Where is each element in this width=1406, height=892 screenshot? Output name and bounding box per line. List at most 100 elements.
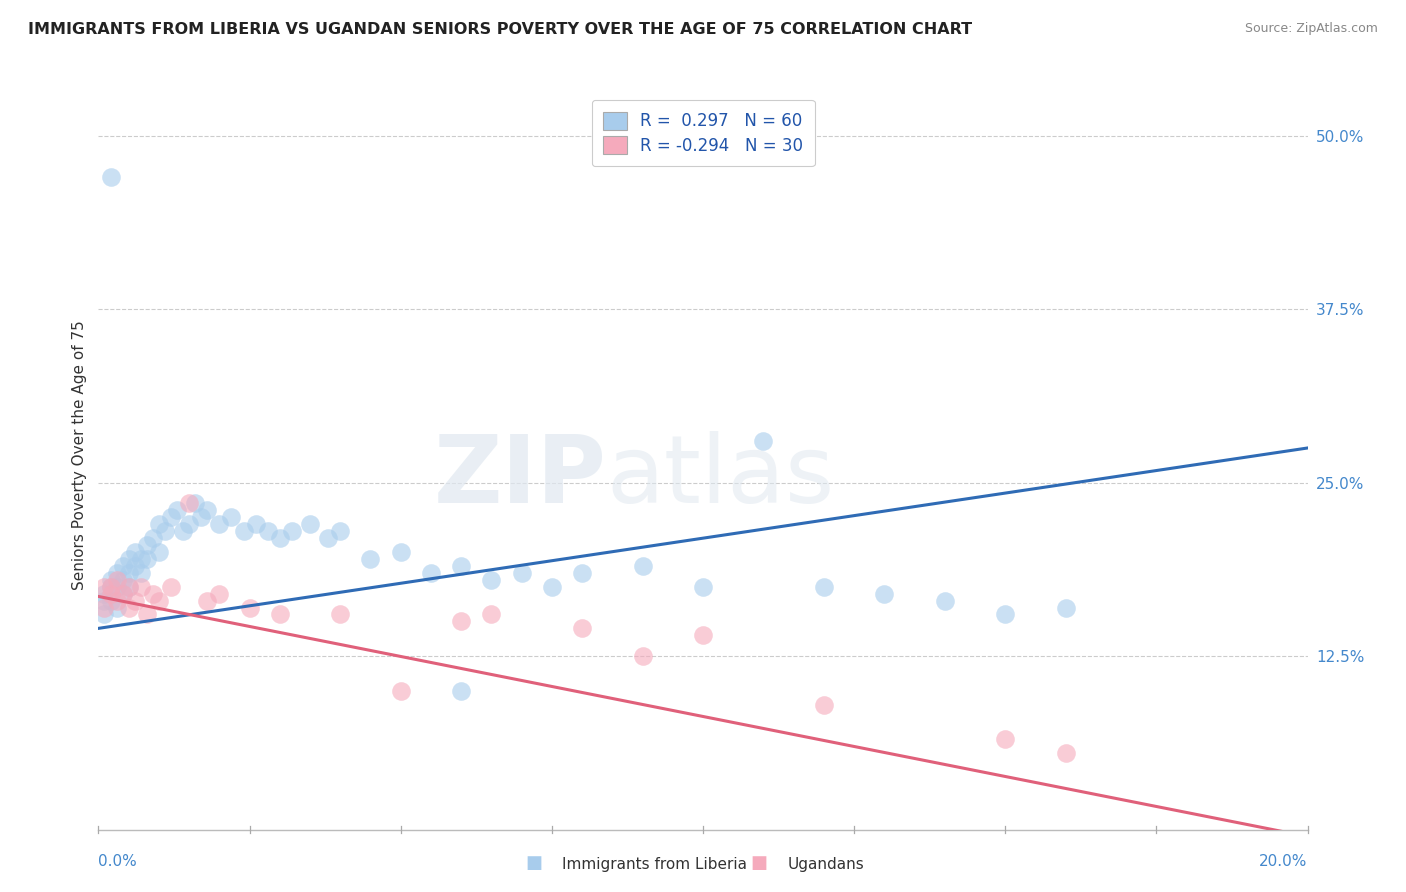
Point [111, 573, 134, 587]
Point [129, 566, 152, 580]
Point [105, 573, 128, 587]
Point [118, 600, 141, 615]
Point [124, 593, 146, 607]
Legend: R =  0.297   N = 60, R = -0.294   N = 30: R = 0.297 N = 60, R = -0.294 N = 30 [592, 100, 814, 166]
Point [142, 587, 165, 601]
Point [118, 580, 141, 594]
Point [195, 503, 218, 517]
Point [93, 607, 115, 622]
Point [245, 517, 267, 532]
Point [631, 649, 654, 664]
Point [135, 538, 157, 552]
Point [111, 587, 134, 601]
Point [124, 558, 146, 573]
Point [160, 580, 183, 594]
Point [450, 558, 472, 573]
Point [148, 545, 170, 559]
Point [329, 524, 352, 539]
Point [148, 593, 170, 607]
Point [360, 552, 382, 566]
Point [571, 566, 593, 580]
Point [540, 580, 562, 594]
Point [692, 580, 714, 594]
Point [873, 587, 896, 601]
Point [269, 607, 291, 622]
Point [221, 510, 243, 524]
Point [111, 587, 134, 601]
Point [160, 510, 183, 524]
Point [994, 607, 1017, 622]
Point [100, 593, 122, 607]
Point [105, 580, 128, 594]
Point [118, 566, 141, 580]
Text: ZIP: ZIP [433, 432, 606, 524]
Point [389, 545, 412, 559]
Point [135, 607, 157, 622]
Point [994, 732, 1017, 747]
Point [105, 600, 128, 615]
Point [118, 580, 141, 594]
Point [281, 524, 304, 539]
Text: IMMIGRANTS FROM LIBERIA VS UGANDAN SENIORS POVERTY OVER THE AGE OF 75 CORRELATIO: IMMIGRANTS FROM LIBERIA VS UGANDAN SENIO… [28, 22, 972, 37]
Point [232, 524, 254, 539]
Point [256, 524, 278, 539]
Point [1054, 600, 1077, 615]
Point [195, 593, 218, 607]
Point [813, 698, 835, 712]
Text: 20.0%: 20.0% [1260, 855, 1308, 870]
Text: ■: ■ [526, 855, 543, 872]
Point [179, 517, 201, 532]
Point [100, 580, 122, 594]
Point [100, 580, 122, 594]
Point [111, 558, 134, 573]
Point [692, 628, 714, 642]
Point [1054, 746, 1077, 760]
Point [813, 580, 835, 594]
Point [329, 607, 352, 622]
Point [100, 587, 122, 601]
Point [208, 587, 231, 601]
Point [299, 517, 322, 532]
Point [179, 496, 201, 510]
Text: atlas: atlas [606, 432, 835, 524]
Point [148, 517, 170, 532]
Point [510, 566, 533, 580]
Point [239, 600, 262, 615]
Point [129, 552, 152, 566]
Point [93, 587, 115, 601]
Point [450, 683, 472, 698]
Point [172, 524, 194, 539]
Point [631, 558, 654, 573]
Point [153, 524, 176, 539]
Point [93, 580, 115, 594]
Text: Immigrants from Liberia: Immigrants from Liberia [562, 857, 748, 872]
Point [105, 593, 128, 607]
Point [190, 510, 212, 524]
Text: Source: ZipAtlas.com: Source: ZipAtlas.com [1244, 22, 1378, 36]
Point [420, 566, 443, 580]
Point [93, 593, 115, 607]
Y-axis label: Seniors Poverty Over the Age of 75: Seniors Poverty Over the Age of 75 [72, 320, 87, 590]
Point [571, 621, 593, 635]
Point [166, 503, 188, 517]
Point [124, 545, 146, 559]
Point [100, 573, 122, 587]
Point [184, 496, 207, 510]
Point [316, 531, 339, 545]
Text: ■: ■ [751, 855, 768, 872]
Point [118, 552, 141, 566]
Point [208, 517, 231, 532]
Point [481, 607, 503, 622]
Point [389, 683, 412, 698]
Point [752, 434, 775, 448]
Point [269, 531, 291, 545]
Point [129, 580, 152, 594]
Text: Ugandans: Ugandans [787, 857, 865, 872]
Text: 0.0%: 0.0% [98, 855, 138, 870]
Point [142, 531, 165, 545]
Point [450, 615, 472, 629]
Point [100, 170, 122, 185]
Point [105, 566, 128, 580]
Point [934, 593, 956, 607]
Point [481, 573, 503, 587]
